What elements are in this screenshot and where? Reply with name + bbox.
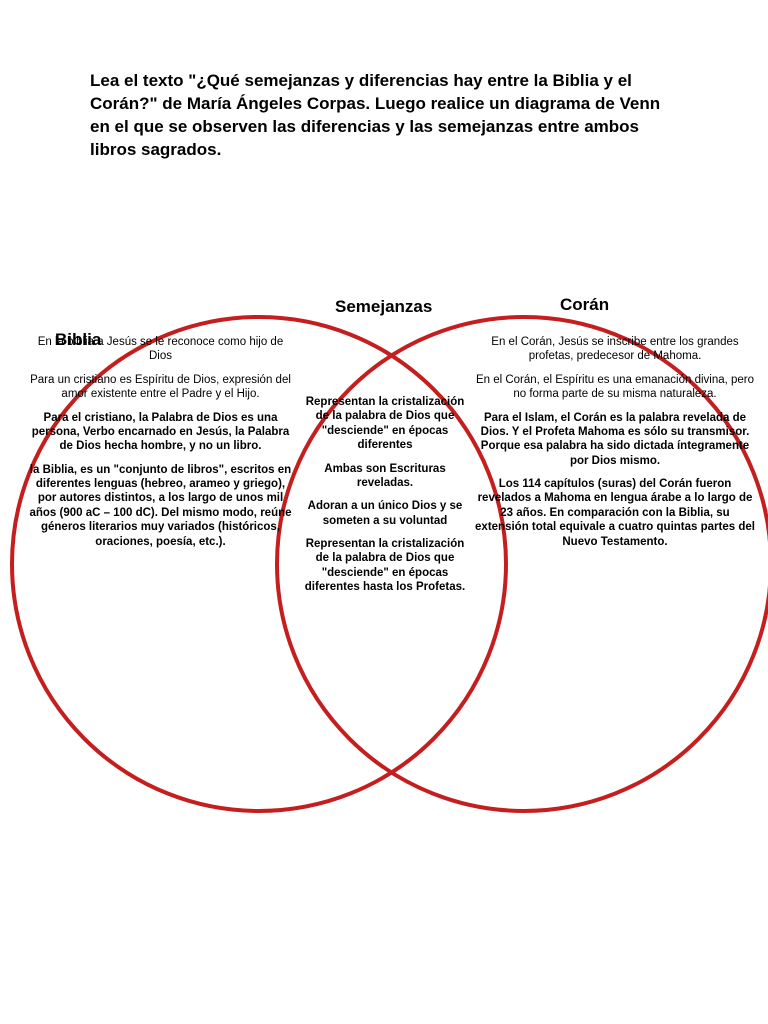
center-column-text: Representan la cristalización de la pala… (300, 395, 470, 604)
text-paragraph: Representan la cristalización de la pala… (300, 537, 470, 595)
text-paragraph: Los 114 capítulos (suras) del Corán fuer… (475, 477, 755, 549)
text-paragraph: En la biblia a Jesús se le reconoce como… (28, 335, 293, 364)
text-paragraph: Ambas son Escrituras reveladas. (300, 462, 470, 491)
text-paragraph: Representan la cristalización de la pala… (300, 395, 470, 453)
instruction-text: Lea el texto "¿Qué semejanzas y diferenc… (90, 70, 670, 162)
label-semejanzas: Semejanzas (335, 297, 432, 317)
text-paragraph: la Biblia, es un "conjunto de libros", e… (28, 463, 293, 549)
text-paragraph: Para el cristiano, la Palabra de Dios es… (28, 411, 293, 454)
text-paragraph: Para el Islam, el Corán es la palabra re… (475, 411, 755, 469)
left-column-text: En la biblia a Jesús se le reconoce como… (28, 335, 293, 558)
text-paragraph: En el Corán, el Espíritu es una emanació… (475, 373, 755, 402)
right-column-text: En el Corán, Jesús se inscribe entre los… (475, 335, 755, 558)
text-paragraph: Para un cristiano es Espíritu de Dios, e… (28, 373, 293, 402)
label-coran: Corán (560, 295, 609, 315)
text-paragraph: Adoran a un único Dios y se someten a su… (300, 499, 470, 528)
text-paragraph: En el Corán, Jesús se inscribe entre los… (475, 335, 755, 364)
